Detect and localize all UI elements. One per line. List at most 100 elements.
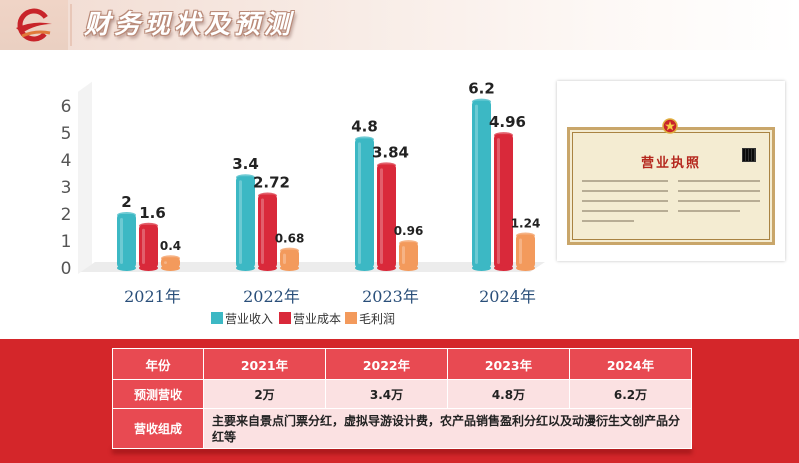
bar-base [516,265,535,271]
bar: 0.68 [275,232,305,271]
bar: 1.24 [511,217,540,271]
bar-data-label: 0.96 [394,224,424,238]
license-title: 营业执照 [640,156,701,171]
business-license-photo: 营业执照 [557,81,785,261]
bar-data-label: 4.96 [489,113,526,131]
bar-cap [161,255,180,262]
bar-body [280,249,299,268]
bar-highlight [358,142,361,264]
bar-body [236,176,255,268]
license-text-lines-left [582,180,668,240]
bar: 4.96 [489,113,526,271]
bar-cap [472,98,491,105]
legend-label: 毛利润 [359,312,395,326]
bar-data-label: 4.8 [351,117,378,135]
bar-base [161,265,180,271]
legend-item: 营业成本 [279,312,341,326]
bar-cap [355,136,374,143]
bar-highlight [519,238,522,264]
bar-cap [516,232,535,239]
bar-data-label: 3.4 [232,155,259,173]
header-divider [70,4,72,46]
logo-box [0,0,68,50]
qr-code-icon [742,148,756,162]
bar-highlight [475,104,478,264]
bar-highlight [142,228,145,264]
bar-data-label: 0.68 [275,232,305,246]
table-cell: 6.2万 [568,379,693,409]
bar: 2 [117,193,136,271]
bar-base [280,265,299,271]
bar-cap [399,240,418,247]
bar-cap [117,212,136,218]
bar-body [355,138,374,268]
table-cell: 3.4万 [324,379,448,409]
bar-body [516,234,535,268]
bar-data-label: 6.2 [468,80,495,98]
legend: 营业收入 营业成本 毛利润 [211,312,395,326]
bar: 3.4 [232,155,259,271]
bar: 0.4 [160,239,181,271]
table-cell: 2万 [203,379,326,409]
category-label: 2022年 [243,287,300,306]
bar-base [355,265,374,271]
bar-base [117,265,136,271]
bar: 6.2 [468,80,495,271]
bar-base [472,265,491,271]
bar: 2.72 [253,174,290,271]
bar: 1.6 [139,204,166,271]
bar-data-label: 2.72 [253,174,290,192]
table-shadow [112,448,692,454]
bar-cap [494,132,513,139]
row-label-forecast: 预测营收 [112,379,204,409]
category-label: 2021年 [124,287,181,306]
header-band: 财务现状及预测 [0,0,799,50]
bar-base [399,265,418,271]
bar-base [494,265,513,271]
bar-highlight [402,246,405,264]
table-row-composition: 营收组成 主要来自景点门票分红，虚拟导游设计费，农产品销售盈利分红以及动漫衍生文… [112,408,692,449]
table-header-cell: 年份 [112,348,204,380]
bar-body [472,100,491,268]
row-label-composition: 营收组成 [112,408,204,449]
page-title: 财务现状及预测 [84,10,295,40]
table-row-forecast: 预测营收 2万 3.4万 4.8万 6.2万 [112,379,693,409]
bar-cap [377,162,396,169]
legend-item: 毛利润 [345,312,395,326]
bar-body [139,224,158,268]
legend-swatch [211,312,223,324]
bar-cap [236,174,255,181]
y-tick-label: 2 [61,205,72,225]
bar-cap [280,247,299,254]
table-header-cell: 2021年 [203,348,326,380]
y-tick-label: 4 [61,151,72,171]
legend-swatch [279,312,291,324]
bar-highlight [497,138,500,264]
table-cell: 4.8万 [446,379,570,409]
bar-base [258,265,277,271]
table-header-row: 年份 2021年 2022年 2023年 2024年 [112,348,693,380]
bar-highlight [164,261,167,264]
composition-description: 主要来自景点门票分红，虚拟导游设计费，农产品销售盈利分红以及动漫衍生文创产品分红… [203,408,692,449]
chart-floor-plane [80,262,545,272]
bar-highlight [239,180,242,264]
legend-label: 营业收入 [225,312,273,326]
bar: 0.96 [394,224,424,271]
y-tick-label: 0 [61,259,72,279]
table-header-cell: 2022年 [324,348,448,380]
category-label: 2023年 [362,287,419,306]
bar-series-group: 2 1.6 0.4 3.42.72 0.68 4.8 3.84 0.96 6.2 4.96 1.24 [117,80,540,271]
bar-data-label: 2 [121,193,131,211]
company-swoosh-logo [16,8,52,42]
y-axis-wall [78,81,92,274]
bar-body [399,242,418,268]
bar-body [117,214,136,268]
license-document: 营业执照 [567,118,775,245]
bar-highlight [261,198,264,264]
bar-body [377,164,396,268]
table-header-cell: 2024年 [568,348,693,380]
bar-highlight [283,253,286,264]
bar: 3.84 [372,143,409,271]
legend-item: 营业收入 [211,312,273,326]
